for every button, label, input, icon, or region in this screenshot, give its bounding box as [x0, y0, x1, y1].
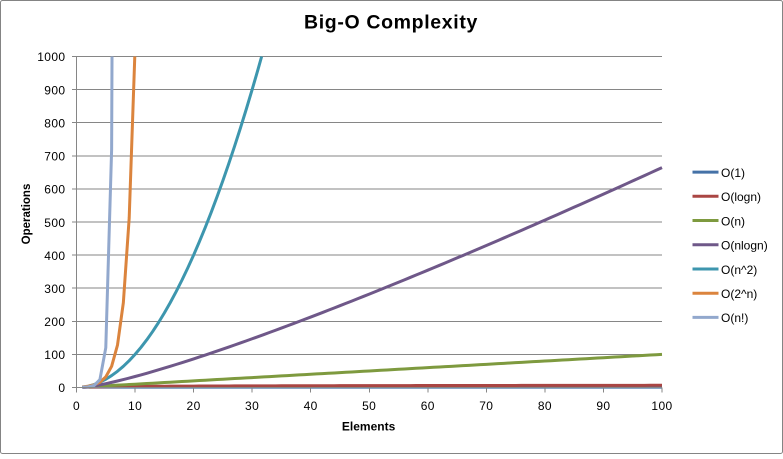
svg-text:90: 90: [596, 399, 610, 413]
svg-text:Elements: Elements: [342, 420, 396, 434]
svg-text:O(n^2): O(n^2): [721, 263, 757, 277]
svg-text:100: 100: [44, 348, 65, 362]
svg-text:0: 0: [58, 381, 65, 395]
svg-text:60: 60: [421, 399, 435, 413]
svg-text:500: 500: [44, 216, 65, 230]
svg-text:O(1): O(1): [721, 166, 745, 180]
svg-text:10: 10: [128, 399, 142, 413]
svg-text:40: 40: [304, 399, 318, 413]
svg-text:300: 300: [44, 282, 65, 296]
svg-text:1000: 1000: [37, 50, 65, 64]
svg-text:400: 400: [44, 249, 65, 263]
svg-text:O(n): O(n): [721, 214, 745, 228]
svg-text:20: 20: [187, 399, 201, 413]
svg-text:600: 600: [44, 183, 65, 197]
svg-text:Big-O Complexity: Big-O Complexity: [304, 12, 478, 34]
svg-text:70: 70: [479, 399, 493, 413]
svg-text:O(n!): O(n!): [721, 311, 748, 325]
svg-text:700: 700: [44, 150, 65, 164]
svg-text:900: 900: [44, 83, 65, 97]
svg-text:100: 100: [651, 399, 672, 413]
svg-text:O(nlogn): O(nlogn): [721, 239, 768, 253]
svg-text:O(logn): O(logn): [721, 190, 761, 204]
svg-text:80: 80: [538, 399, 552, 413]
svg-text:Operations: Operations: [21, 184, 33, 245]
svg-text:30: 30: [245, 399, 259, 413]
svg-text:O(2^n): O(2^n): [721, 287, 757, 301]
svg-text:200: 200: [44, 315, 65, 329]
svg-text:50: 50: [362, 399, 376, 413]
svg-text:800: 800: [44, 117, 65, 131]
svg-text:0: 0: [73, 399, 80, 413]
